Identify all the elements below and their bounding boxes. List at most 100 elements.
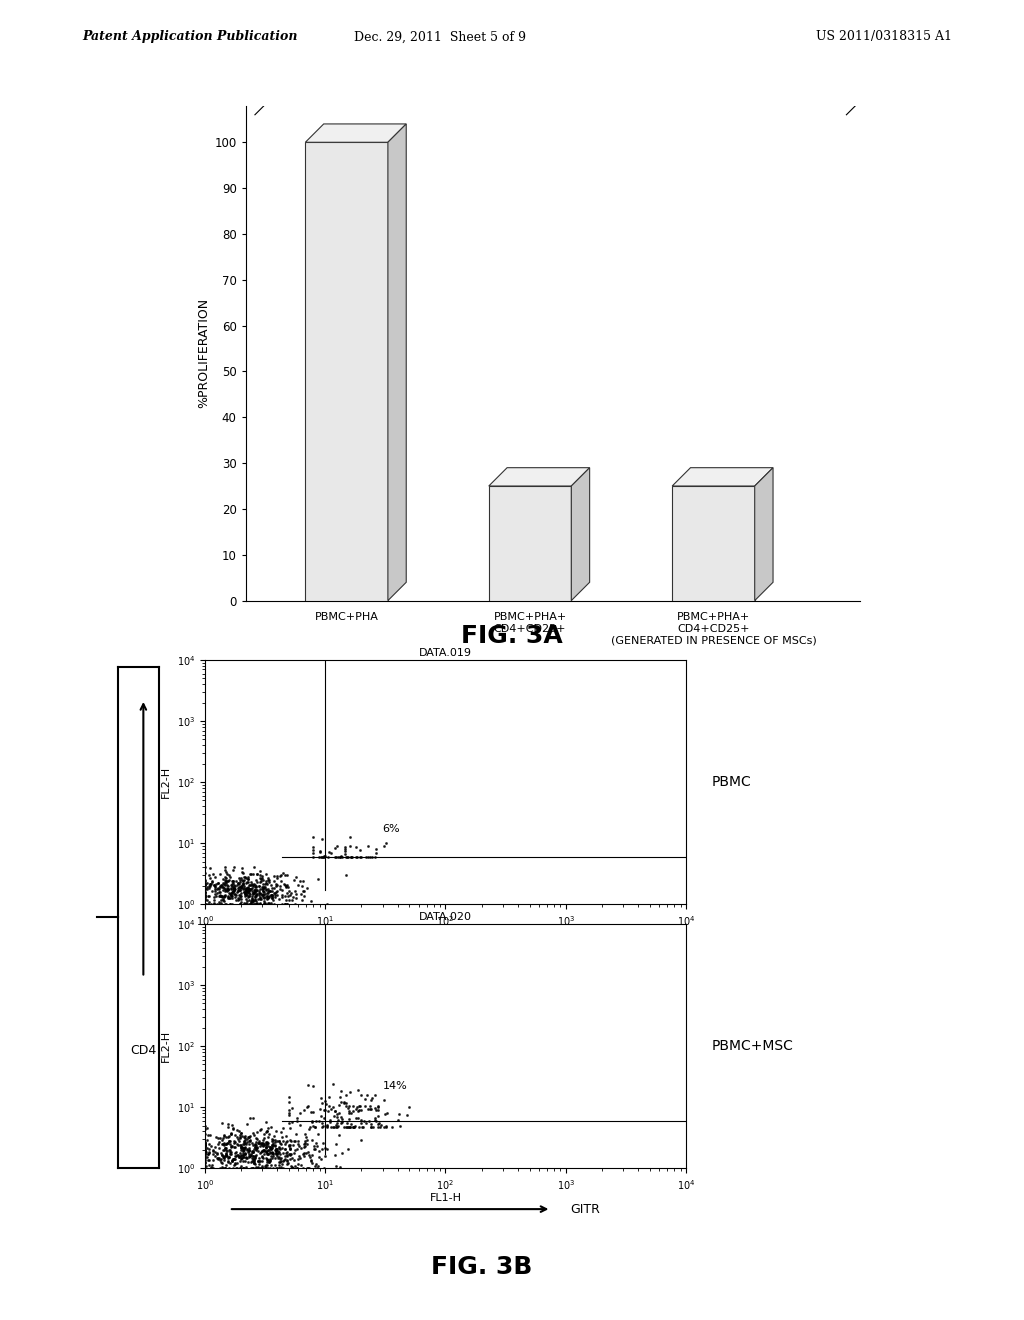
Point <box>304 1076 321 1097</box>
Point <box>197 884 213 906</box>
Point <box>298 1143 314 1164</box>
Point <box>222 894 239 915</box>
Point <box>239 878 255 899</box>
Point <box>203 875 219 896</box>
Point <box>266 1139 283 1160</box>
Point <box>243 892 259 913</box>
Point <box>352 1110 369 1131</box>
Point <box>261 1148 278 1170</box>
Point <box>218 874 234 895</box>
Point <box>220 880 237 902</box>
Point <box>215 1134 231 1155</box>
Point <box>296 1100 312 1121</box>
Point <box>283 883 299 904</box>
Point <box>252 1135 268 1156</box>
Point <box>236 892 252 913</box>
Point <box>222 1123 239 1144</box>
Point <box>259 1155 275 1176</box>
Point <box>398 1105 415 1126</box>
Point <box>223 886 240 907</box>
Point <box>251 1130 267 1151</box>
Point <box>204 1155 220 1176</box>
Point <box>253 1133 269 1154</box>
Point <box>208 894 224 915</box>
Point <box>327 1101 343 1122</box>
Point <box>247 1147 263 1168</box>
Point <box>260 887 276 908</box>
Point <box>226 1142 243 1163</box>
Point <box>212 875 228 896</box>
Point <box>337 841 353 862</box>
Point <box>244 880 260 902</box>
Point <box>217 859 233 880</box>
Point <box>336 1092 352 1113</box>
Point <box>216 857 232 878</box>
Point <box>246 1152 262 1173</box>
Point <box>250 1150 266 1171</box>
Point <box>232 894 249 915</box>
Point <box>276 874 293 895</box>
Point <box>343 1114 359 1135</box>
Point <box>233 1147 250 1168</box>
Point <box>282 884 298 906</box>
Point <box>220 1127 237 1148</box>
Point <box>258 1131 274 1152</box>
Point <box>245 863 261 884</box>
Point <box>329 1107 345 1129</box>
Point <box>259 1133 275 1154</box>
Point <box>258 1155 274 1176</box>
Point <box>246 894 262 915</box>
Point <box>334 1143 350 1164</box>
Point <box>309 1135 326 1156</box>
Point <box>197 1133 213 1154</box>
Point <box>294 890 310 911</box>
Point <box>243 1151 259 1172</box>
Point <box>245 1146 261 1167</box>
Point <box>329 1115 345 1137</box>
Point <box>240 878 256 899</box>
Point <box>358 1085 375 1106</box>
Point <box>210 873 226 894</box>
Point <box>281 1086 297 1107</box>
Point <box>255 1158 271 1179</box>
Point <box>244 874 260 895</box>
Point <box>254 878 270 899</box>
Point <box>299 1158 315 1179</box>
Point <box>348 837 365 858</box>
Point <box>257 1137 273 1158</box>
Point <box>197 1134 213 1155</box>
Point <box>240 869 256 890</box>
Point <box>376 1115 392 1137</box>
Polygon shape <box>488 467 590 486</box>
Point <box>237 1138 253 1159</box>
Point <box>313 846 330 867</box>
Point <box>305 837 322 858</box>
Point <box>271 866 288 887</box>
Point <box>241 880 257 902</box>
Point <box>332 846 348 867</box>
Point <box>222 1139 239 1160</box>
Point <box>253 878 269 899</box>
Point <box>282 1118 298 1139</box>
Point <box>223 1137 240 1158</box>
Point <box>232 1146 249 1167</box>
Point <box>224 882 241 903</box>
Point <box>247 879 263 900</box>
Point <box>238 884 254 906</box>
Point <box>266 894 283 915</box>
Point <box>285 1111 301 1133</box>
Point <box>264 1137 281 1158</box>
Point <box>232 1134 249 1155</box>
Point <box>252 1119 268 1140</box>
Point <box>290 1133 306 1154</box>
Point <box>263 887 280 908</box>
Point <box>199 1138 215 1159</box>
Point <box>198 894 214 915</box>
Point <box>246 1138 262 1159</box>
Point <box>289 1110 305 1131</box>
Point <box>218 1144 234 1166</box>
Point <box>203 1135 219 1156</box>
Point <box>264 884 281 906</box>
Point <box>225 878 242 899</box>
Point <box>237 1129 253 1150</box>
